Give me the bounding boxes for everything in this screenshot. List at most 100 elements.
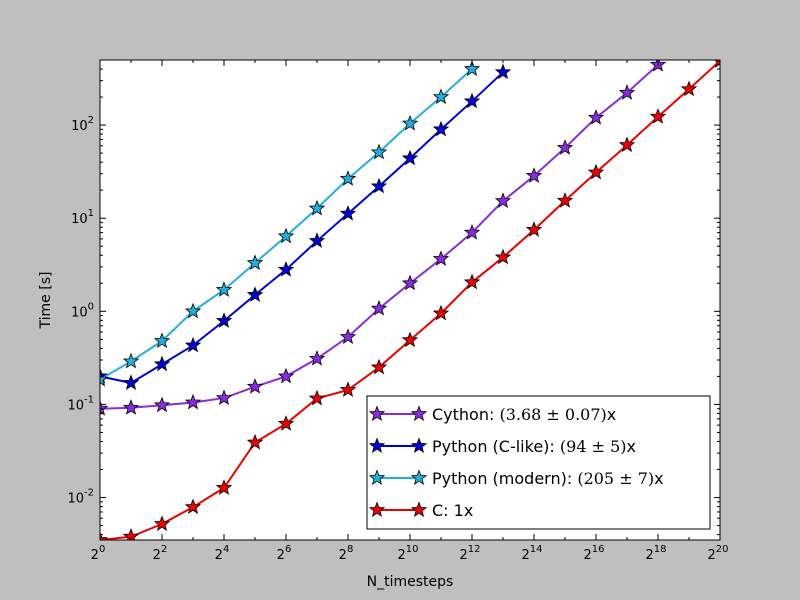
legend-label: Python (modern): (205 ± 7)x [432,469,664,488]
data-point [308,350,326,366]
data-point [100,400,109,416]
series-3 [100,60,720,540]
y-tick-label: 100 [71,301,94,320]
data-point [401,331,419,348]
data-point [122,399,140,415]
series-layer [100,60,720,540]
x-tick-label: 214 [521,544,542,563]
data-point [370,177,388,194]
x-tick-label: 26 [277,544,292,563]
y-tick-label: 102 [71,115,94,134]
data-point [215,312,233,328]
data-point [308,232,326,248]
data-point [308,199,326,216]
data-point [277,415,295,431]
data-point [432,120,450,137]
data-point [153,396,171,413]
x-tick-label: 24 [215,544,230,563]
data-point [556,192,574,208]
data-point [153,515,171,531]
data-point [246,378,264,394]
data-point [432,88,450,105]
data-point [556,139,574,155]
x-tick-label: 22 [153,544,168,563]
series-line [100,71,504,385]
data-point [463,273,481,290]
x-tick-label: 220 [707,544,728,563]
data-point [122,352,140,369]
data-point [184,498,202,515]
data-point [308,389,326,406]
data-point [370,358,388,375]
x-tick-label: 28 [339,544,354,563]
y-tick-label: 10-1 [67,394,94,413]
data-point [680,80,698,97]
data-point [277,261,295,277]
x-tick-label: 20 [91,544,106,563]
series-0 [100,60,667,416]
data-point [463,92,481,109]
data-point [184,336,202,353]
data-point [494,248,512,265]
legend-label: C: 1x [432,501,473,520]
data-point [122,374,140,390]
data-point [339,170,357,186]
data-point [277,227,295,244]
y-axis-label: Time [s] [38,272,54,330]
legend-entry: Python (C-like): (94 ± 5)x [368,437,636,456]
data-point [100,370,109,387]
y-tick-label: 10-2 [67,488,94,507]
legend-entry: Cython: (3.68 ± 0.07)x [368,405,616,424]
legend-label: Cython: (3.68 ± 0.07)x [432,405,616,424]
data-point [370,299,388,316]
data-point [277,367,295,384]
data-point [401,274,419,291]
data-point [525,167,543,183]
data-point [463,60,481,76]
data-point [494,192,512,208]
data-point [432,250,450,266]
x-tick-label: 216 [583,544,604,563]
data-point [463,224,481,240]
data-point [649,108,667,124]
data-point [215,479,233,495]
data-point [401,114,419,131]
legend: Cython: (3.68 ± 0.07)x Python (C-like): (… [366,395,711,530]
data-point [246,254,264,271]
x-axis-label: N_timesteps [367,574,454,590]
legend-entry: Python (modern): (205 ± 7)x [368,469,664,488]
legend-box [366,395,711,530]
data-point [153,332,171,348]
y-tick-label: 101 [71,208,94,227]
data-point [246,433,264,450]
series-2 [100,60,481,387]
data-point [525,221,543,237]
data-point [618,136,636,153]
data-point [401,149,419,166]
data-point [587,163,605,180]
data-point [339,205,357,221]
legend-entry: C: 1x [368,501,473,520]
data-point [184,393,202,410]
x-tick-label: 218 [645,544,666,563]
series-1 [100,63,512,390]
data-point [494,63,512,80]
x-tick-label: 210 [397,544,418,563]
data-point [215,281,233,297]
data-point [100,531,109,540]
data-point [339,381,357,397]
data-point [618,84,636,100]
data-point [587,109,605,125]
x-tick-label: 212 [459,544,480,563]
data-point [432,304,450,321]
data-point [153,355,171,372]
data-point [184,302,202,319]
legend-label: Python (C-like): (94 ± 5)x [432,437,636,456]
data-point [246,286,264,302]
data-point [215,389,233,406]
data-point [714,60,720,68]
ticks-layer: 20 22 24 26 28 210 212 214 216 218 220 10-2 10-1 100 1… [67,59,729,563]
data-point [339,328,357,344]
data-point [370,143,388,160]
